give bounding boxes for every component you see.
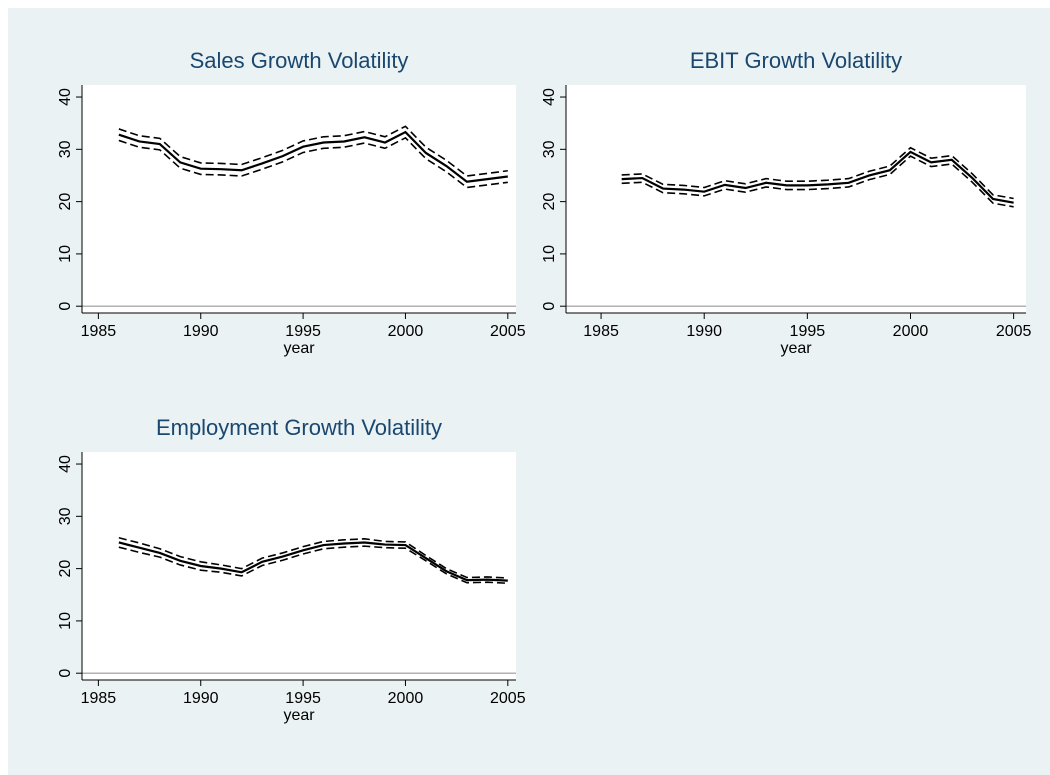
panel: EBIT Growth Volatility 0 10 20 30 40 1985 1990 1…: [541, 48, 1031, 357]
x-tick-label: 2000: [388, 323, 424, 340]
series-line: [118, 541, 508, 582]
plot-area: [82, 85, 516, 313]
series-line: [118, 136, 508, 189]
x-tick-label: 2005: [996, 323, 1032, 340]
x-tick-label: 1985: [81, 323, 117, 340]
y-tick-label: 0: [57, 669, 74, 678]
x-tick-label: 1985: [81, 690, 117, 707]
y-tick-label: 20: [57, 193, 74, 211]
x-axis-label: year: [283, 340, 315, 357]
y-tick-label: 10: [541, 245, 558, 263]
x-tick-label: 1990: [183, 323, 219, 340]
panel: Employment Growth Volatility 0 10 20 30 40 198…: [57, 415, 525, 724]
y-tick-label: 30: [57, 507, 74, 525]
panel: Sales Growth Volatility 0 10 20 30 40 1985 1990…: [57, 48, 525, 357]
series-line: [118, 125, 508, 177]
y-tick-label: 20: [541, 193, 558, 211]
chart-title: Sales Growth Volatility: [190, 48, 409, 73]
x-tick-label: 1990: [686, 323, 722, 340]
x-tick-label: 1985: [583, 323, 619, 340]
y-tick-label: 40: [57, 455, 74, 473]
x-tick-label: 2005: [490, 323, 526, 340]
series-line: [118, 130, 508, 183]
x-tick-label: 1995: [285, 323, 321, 340]
y-tick-label: 40: [57, 88, 74, 106]
x-axis-label: year: [780, 340, 812, 357]
series-line: [621, 150, 1014, 204]
y-tick-label: 0: [57, 302, 74, 311]
x-tick-label: 2005: [490, 690, 526, 707]
plot-area: [566, 85, 1026, 313]
y-tick-label: 20: [57, 560, 74, 578]
y-tick-label: 10: [57, 245, 74, 263]
series-line: [621, 155, 1014, 208]
chart-title: Employment Growth Volatility: [156, 415, 442, 440]
x-tick-label: 1995: [790, 323, 826, 340]
y-tick-label: 40: [541, 88, 558, 106]
y-tick-label: 0: [541, 302, 558, 311]
chart-title: EBIT Growth Volatility: [690, 48, 902, 73]
series-line: [118, 545, 508, 585]
y-tick-label: 30: [57, 140, 74, 158]
x-tick-label: 2000: [388, 690, 424, 707]
x-tick-label: 2000: [893, 323, 929, 340]
series-line: [621, 146, 1014, 200]
x-tick-label: 1990: [183, 690, 219, 707]
x-tick-label: 1995: [285, 690, 321, 707]
series-line: [118, 536, 508, 579]
y-tick-label: 30: [541, 140, 558, 158]
y-tick-label: 10: [57, 612, 74, 630]
plot-area: [82, 452, 516, 680]
x-axis-label: year: [283, 707, 315, 724]
